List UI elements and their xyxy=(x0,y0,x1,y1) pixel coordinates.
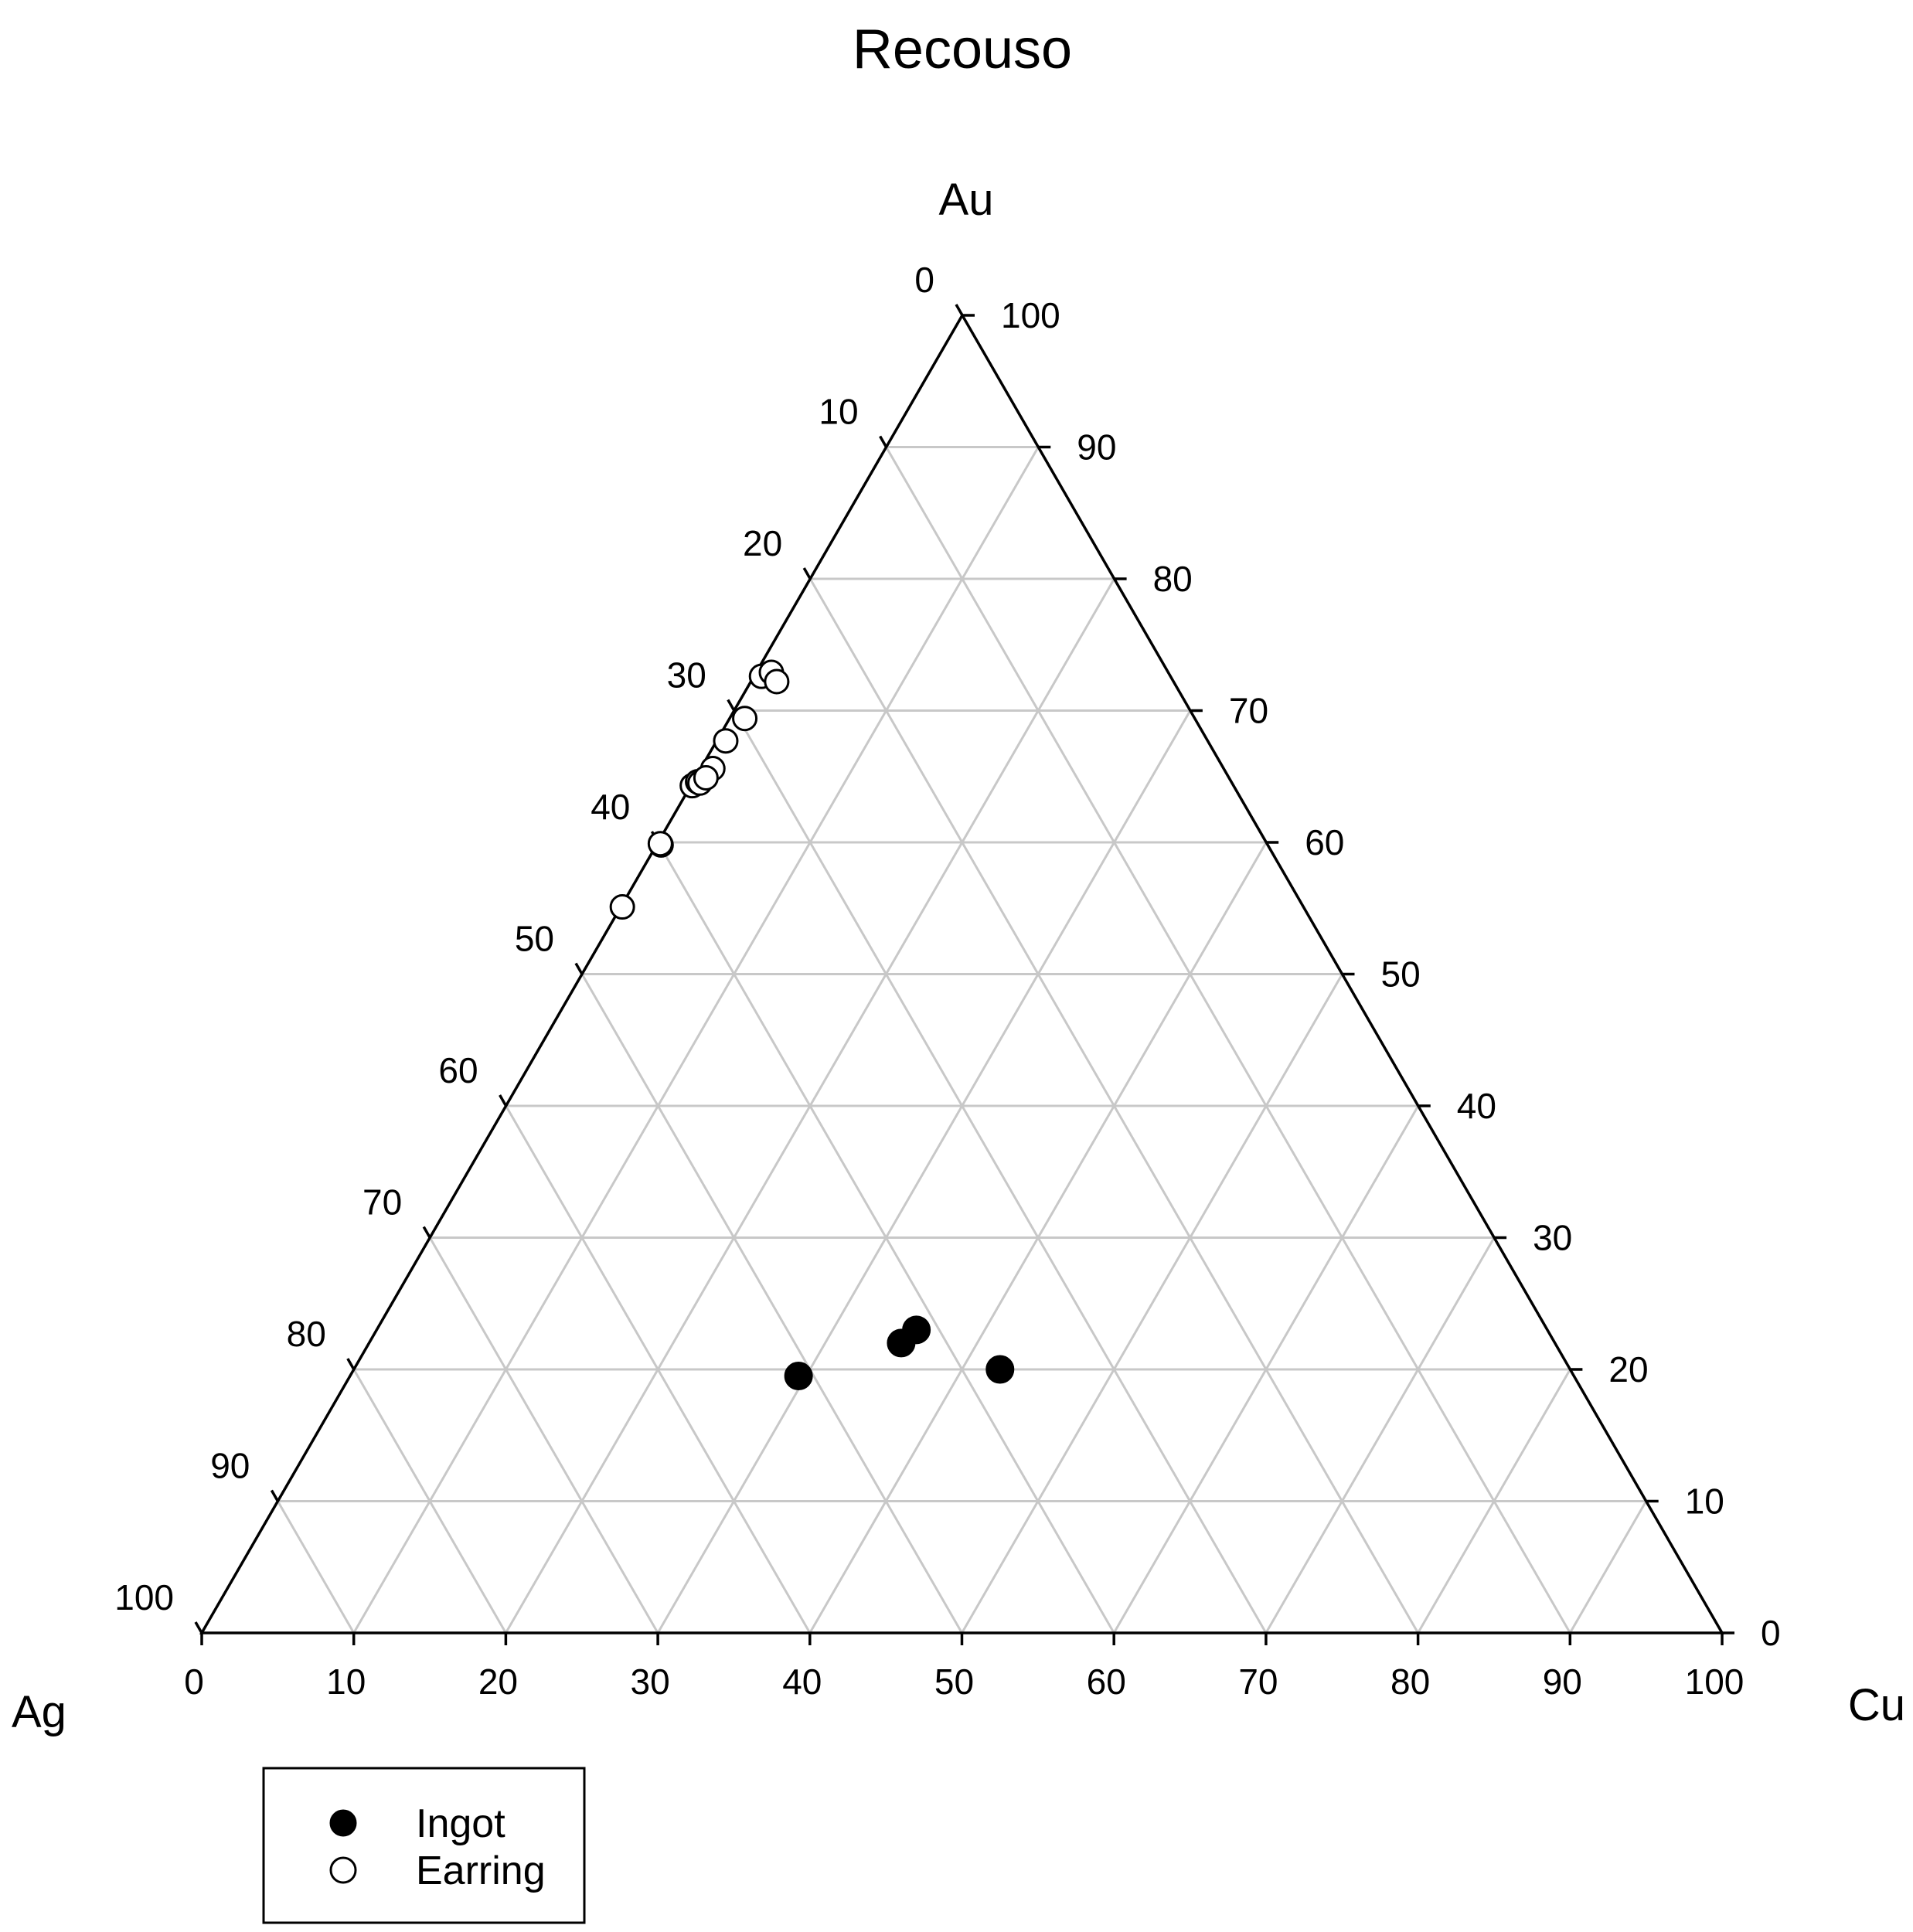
tick-label-left-30: 30 xyxy=(667,655,706,696)
axis-ticks: 0 0 0 10 10 10 20 20 20 30 30 30 40 40 40 50 50 50 60 60 60 7… xyxy=(114,260,1780,1702)
tick-label-right-20: 20 xyxy=(1608,1349,1648,1389)
tick-label-bottom-90: 90 xyxy=(1543,1662,1582,1702)
top-axis-label: Au xyxy=(939,175,994,225)
grid-line-cu-80 xyxy=(1417,1369,1571,1634)
tick-label-bottom-10: 10 xyxy=(326,1662,366,1702)
ingot-point-3 xyxy=(985,1355,1015,1384)
tick-label-right-40: 40 xyxy=(1457,1086,1496,1126)
tick-label-left-90: 90 xyxy=(210,1446,250,1486)
earring-point-4 xyxy=(713,728,739,754)
earring-point-3 xyxy=(732,706,758,732)
grid-line-ag-60 xyxy=(505,1105,812,1634)
tick-left-90 xyxy=(270,1489,279,1502)
legend: Ingot Earring xyxy=(262,1767,586,1924)
tick-left-50 xyxy=(574,962,584,975)
tick-label-bottom-100: 100 xyxy=(1685,1662,1745,1702)
tick-label-right-30: 30 xyxy=(1533,1218,1572,1258)
tick-label-left-20: 20 xyxy=(743,523,782,563)
grid xyxy=(277,446,1647,1634)
tick-label-left-10: 10 xyxy=(819,392,858,432)
tick-label-right-10: 10 xyxy=(1685,1481,1724,1522)
grid-line-ag-10 xyxy=(885,446,1571,1634)
grid-line-cu-70 xyxy=(1265,1236,1496,1634)
grid-line-cu-50 xyxy=(961,973,1343,1634)
data-points xyxy=(609,659,1015,1391)
grid-line-cu-90 xyxy=(1569,1500,1647,1634)
tick-label-left-60: 60 xyxy=(438,1050,478,1090)
tick-label-bottom-20: 20 xyxy=(478,1662,518,1702)
tick-label-left-70: 70 xyxy=(363,1182,402,1223)
tick-label-bottom-60: 60 xyxy=(1087,1662,1126,1702)
grid-line-ag-50 xyxy=(580,973,963,1634)
tick-label-left-100: 100 xyxy=(114,1577,174,1617)
tick-label-right-0: 0 xyxy=(1761,1613,1781,1653)
tick-left-0 xyxy=(955,304,964,316)
legend-label-earring: Earring xyxy=(416,1849,546,1893)
grid-line-ag-90 xyxy=(277,1500,355,1634)
tick-label-right-90: 90 xyxy=(1077,427,1116,468)
ingot-point-0 xyxy=(784,1362,813,1391)
tick-left-100 xyxy=(194,1621,203,1634)
left-axis-label: Ag xyxy=(12,1687,66,1737)
earring-point-12 xyxy=(609,894,635,920)
tick-label-bottom-30: 30 xyxy=(631,1662,670,1702)
tick-label-left-50: 50 xyxy=(515,919,554,959)
tick-left-30 xyxy=(727,699,736,712)
tick-label-left-80: 80 xyxy=(287,1314,326,1354)
earring-point-11 xyxy=(647,831,673,857)
tick-label-bottom-40: 40 xyxy=(782,1662,822,1702)
tick-label-right-50: 50 xyxy=(1381,954,1421,995)
tick-label-right-60: 60 xyxy=(1305,822,1344,862)
tick-left-80 xyxy=(346,1358,356,1370)
earring-point-9 xyxy=(693,764,719,791)
chart-title: Recouso xyxy=(853,19,1072,80)
tick-left-10 xyxy=(879,435,888,448)
tick-label-left-40: 40 xyxy=(591,787,630,827)
grid-line-cu-60 xyxy=(1112,1105,1420,1634)
right-axis-label: Cu xyxy=(1848,1680,1905,1730)
legend-marker-ingot xyxy=(329,1809,357,1837)
grid-line-cu-10 xyxy=(352,446,1040,1634)
grid-line-ag-70 xyxy=(428,1236,659,1634)
tick-left-60 xyxy=(499,1094,508,1107)
tick-label-bottom-0: 0 xyxy=(184,1662,204,1702)
grid-line-ag-30 xyxy=(733,709,1268,1634)
tick-label-left-0: 0 xyxy=(914,260,934,300)
tick-label-bottom-80: 80 xyxy=(1390,1662,1430,1702)
legend-label-ingot: Ingot xyxy=(416,1801,505,1846)
legend-box xyxy=(262,1767,586,1924)
earring-point-2 xyxy=(764,668,790,695)
legend-marker-earring xyxy=(329,1856,357,1884)
tick-label-right-100: 100 xyxy=(1001,295,1060,335)
ingot-point-2 xyxy=(902,1315,931,1345)
tick-label-right-80: 80 xyxy=(1153,559,1193,599)
tick-label-right-70: 70 xyxy=(1229,691,1268,731)
tick-label-bottom-50: 50 xyxy=(934,1662,974,1702)
grid-line-ag-80 xyxy=(352,1369,507,1634)
grid-line-cu-30 xyxy=(656,709,1192,1634)
tick-left-70 xyxy=(422,1226,431,1239)
tick-label-bottom-70: 70 xyxy=(1238,1662,1278,1702)
tick-left-20 xyxy=(802,567,812,580)
